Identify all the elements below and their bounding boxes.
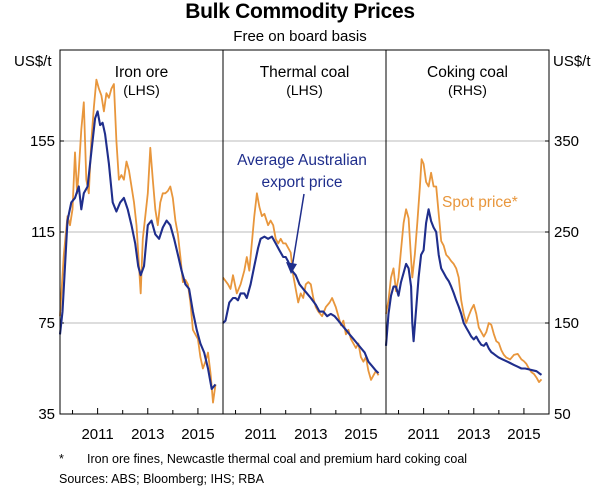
chart-subtitle: Free on board basis <box>233 28 367 45</box>
chart-title: Bulk Commodity Prices <box>185 0 415 23</box>
right-axis-unit: US$/t <box>553 53 591 70</box>
left-tick-label: 75 <box>38 315 55 332</box>
sources-note: Sources: ABS; Bloomberg; IHS; RBA <box>59 472 264 486</box>
export-price-annotation: Average Australian <box>237 152 367 169</box>
x-tick-label: 2015 <box>344 426 377 443</box>
annotation-arrow <box>291 193 305 269</box>
spot-price-annotation: Spot price* <box>442 194 518 211</box>
panel-axis-label: (RHS) <box>448 82 487 98</box>
spot-price-line <box>222 192 380 381</box>
panel-axis-label: (LHS) <box>123 82 160 98</box>
right-tick-label: 350 <box>554 133 579 150</box>
left-tick-label: 35 <box>38 406 55 423</box>
left-tick-label: 155 <box>30 133 55 150</box>
footnote-text: Iron ore fines, Newcastle thermal coal a… <box>87 452 468 466</box>
export-price-annotation: export price <box>262 174 343 191</box>
x-tick-label: 2011 <box>407 426 439 443</box>
export-price-line <box>222 235 380 374</box>
left-axis-unit: US$/t <box>14 53 52 70</box>
x-tick-label: 2013 <box>294 426 327 443</box>
left-tick-label: 115 <box>31 224 55 241</box>
right-tick-label: 150 <box>554 315 579 332</box>
right-tick-label: 50 <box>554 406 571 423</box>
footnote: * Iron ore fines, Newcastle thermal coal … <box>59 452 467 466</box>
panel-title: Iron ore <box>115 64 168 81</box>
spot-price-line <box>385 158 543 383</box>
export-price-line <box>58 110 217 391</box>
x-tick-label: 2011 <box>244 426 276 443</box>
panel-axis-label: (LHS) <box>286 82 323 98</box>
x-tick-label: 2015 <box>181 426 214 443</box>
right-tick-label: 250 <box>554 224 579 241</box>
plot-frame <box>59 49 550 415</box>
x-tick-label: 2013 <box>131 426 164 443</box>
spot-price-line <box>59 78 217 404</box>
x-tick-label: 2015 <box>507 426 540 443</box>
panel-title: Thermal coal <box>260 64 350 81</box>
x-tick-label: 2011 <box>81 426 113 443</box>
annotation-arrowhead <box>286 262 297 274</box>
x-tick-label: 2013 <box>457 426 490 443</box>
export-price-line <box>384 208 543 376</box>
footnote-mark: * <box>59 452 64 466</box>
panel-title: Coking coal <box>427 64 508 81</box>
